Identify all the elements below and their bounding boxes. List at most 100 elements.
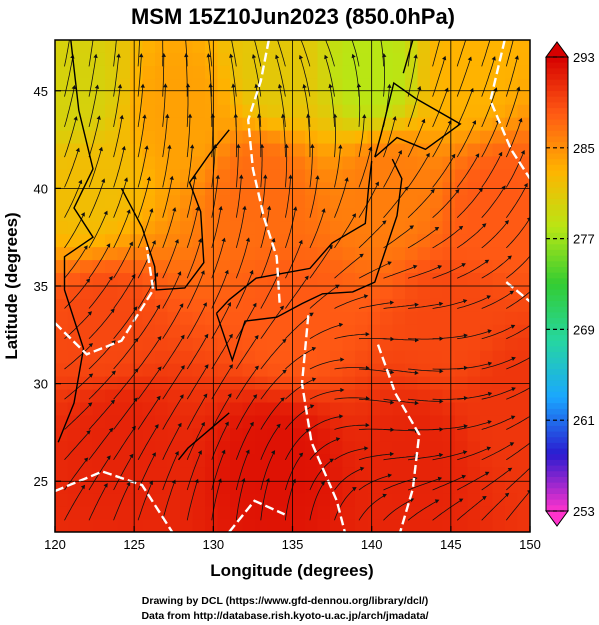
temperature-cell [117,234,131,248]
streamline-arrow [439,369,444,374]
streamline [260,307,283,339]
temperature-cell [117,169,131,184]
streamline [481,256,511,279]
temperature-cell [380,454,394,468]
temperature-cell [55,493,69,507]
temperature-cell [117,221,131,235]
colorbar-swatch [546,312,568,319]
temperature-cell [192,156,206,171]
temperature-cell [155,143,169,158]
streamline [325,57,335,97]
streamline-arrow [315,175,320,180]
temperature-cell [55,519,69,532]
streamline [185,55,188,97]
temperature-cell [217,104,231,119]
streamline-arrow [414,400,419,406]
streamline-arrow [163,83,168,88]
streamline-arrow [364,446,369,451]
temperature-cell [517,195,530,209]
streamline [481,187,505,218]
temperature-cell [92,169,106,184]
streamline-arrow [88,343,93,348]
temperature-cell [280,389,294,404]
temperature-cell [105,156,119,171]
coastline [215,158,403,363]
temperature-cell [317,480,331,494]
streamline-arrow [254,83,259,88]
streamline [137,426,158,460]
temperature-cell [92,363,106,378]
colorbar-swatch [546,181,568,189]
temperature-cell [430,454,444,468]
temperature-cell [267,208,281,222]
streamline-arrow [149,208,154,213]
temperature-cell [392,311,406,326]
temperature-cell [467,428,481,442]
temperature-cell [130,195,144,209]
temperature-cell [467,208,481,222]
temperature-cell [192,389,206,404]
temperature-cell [492,104,506,119]
temperature-cell [255,298,269,313]
temperature-cell [342,208,356,222]
streamline [505,40,514,67]
streamline [113,276,135,309]
colorbar-swatch [546,318,568,325]
temperature-cell [167,169,181,184]
temperature-cell [55,247,69,261]
temperature-cell [455,260,469,274]
temperature-cell [55,40,69,54]
streamline-arrow [206,53,211,58]
temperature-cell [342,130,356,145]
streamline-arrow [455,189,460,194]
temperature-cell [80,480,94,494]
streamline-arrow [227,302,231,307]
streamline [309,359,343,370]
temperature-cell [430,506,444,520]
temperature-cell [392,52,406,67]
streamline-arrow [487,361,493,366]
temperature-cell [67,78,81,93]
temperature-cell [55,65,69,80]
temperature-cell [367,156,381,171]
temperature-cell [192,324,206,339]
streamline-arrow [157,336,162,341]
temperature-cell [480,169,494,184]
temperature-cell [67,52,81,67]
temperature-cell [292,506,306,520]
streamline [505,88,520,128]
streamline [64,149,79,188]
temperature-cell [92,298,106,313]
temperature-cell [217,260,231,274]
temperature-cell [342,104,356,119]
temperature-cell [142,221,156,235]
streamline [113,211,130,249]
streamline-arrow [463,333,468,338]
temperature-cell [130,143,144,158]
temperature-cell [130,208,144,222]
temperature-cell [230,493,244,507]
temperature-cell [80,40,94,54]
temperature-cell [192,286,206,300]
colorbar-swatch [546,448,568,455]
streamline [235,367,258,400]
streamline-arrow [177,422,182,428]
temperature-cell [230,195,244,209]
temperature-cell [67,467,81,481]
streamline-arrow [458,225,464,231]
temperature-cell [442,402,456,417]
streamline [186,481,198,521]
streamline-arrow [184,52,189,58]
temperature-cell [67,506,81,520]
temperature-cell [242,519,256,532]
temperature-cell [105,40,119,54]
temperature-cell [505,247,519,261]
streamline [64,56,74,97]
streamline-arrow [200,421,205,427]
streamline [334,295,367,309]
temperature-cell [430,182,444,196]
colorbar-swatch [546,108,568,115]
temperature-cell [367,286,381,300]
temperature-cell [80,467,94,481]
temperature-cell [92,350,106,365]
